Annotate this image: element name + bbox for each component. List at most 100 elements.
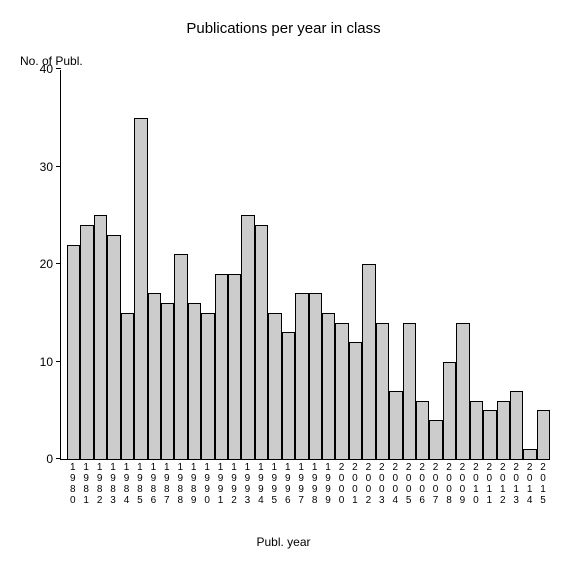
x-tick: 1 9 8 8 xyxy=(174,462,187,506)
chart-container: Publications per year in class No. of Pu… xyxy=(0,0,567,567)
bar xyxy=(362,264,375,459)
bar xyxy=(389,391,402,459)
x-tick-label: 1 9 9 3 xyxy=(243,462,251,506)
bar xyxy=(523,449,536,459)
x-tick-label: 1 9 8 6 xyxy=(149,462,157,506)
bar xyxy=(456,323,469,460)
x-tick-label: 2 0 1 0 xyxy=(472,462,480,506)
bar xyxy=(429,420,442,459)
y-tick-mark xyxy=(56,166,61,167)
plot-area: 010203040 xyxy=(60,70,550,460)
x-tick: 1 9 8 6 xyxy=(147,462,160,506)
x-tick-label: 1 9 9 8 xyxy=(311,462,319,506)
x-tick-label: 1 9 9 9 xyxy=(324,462,332,506)
x-tick-label: 1 9 9 2 xyxy=(230,462,238,506)
bar xyxy=(188,303,201,459)
bar xyxy=(376,323,389,460)
bar xyxy=(322,313,335,459)
x-tick-label: 1 9 9 1 xyxy=(217,462,225,506)
x-tick-label: 2 0 0 9 xyxy=(458,462,466,506)
x-tick: 2 0 0 5 xyxy=(402,462,415,506)
x-tick-label: 2 0 0 8 xyxy=(445,462,453,506)
x-tick: 1 9 8 5 xyxy=(133,462,146,506)
x-tick: 2 0 1 2 xyxy=(496,462,509,506)
x-ticks: 1 9 8 0 1 9 8 1 1 9 8 21 9 8 31 9 8 4 1 9 8… xyxy=(60,462,550,506)
x-tick: 1 9 9 9 xyxy=(321,462,334,506)
x-tick-label: 2 0 0 4 xyxy=(391,462,399,506)
bar xyxy=(282,332,295,459)
x-tick-label: 1 9 8 7 xyxy=(163,462,171,506)
bar xyxy=(67,245,80,460)
x-tick-label: 1 9 8 1 xyxy=(82,462,90,506)
x-tick: 1 9 9 6 xyxy=(281,462,294,506)
x-tick: 2 0 1 3 xyxy=(509,462,522,506)
x-tick: 2 0 1 4 xyxy=(523,462,536,506)
x-tick-label: 2 0 1 3 xyxy=(512,462,520,506)
x-tick: 2 0 0 6 xyxy=(415,462,428,506)
x-tick: 1 9 9 0 xyxy=(200,462,213,506)
bar xyxy=(295,293,308,459)
x-tick: 1 9 8 0 xyxy=(66,462,79,506)
y-tick-mark xyxy=(56,458,61,459)
x-tick: 1 9 9 4 xyxy=(254,462,267,506)
y-tick-mark xyxy=(56,68,61,69)
x-tick: 1 9 8 4 xyxy=(120,462,133,506)
x-tick: 1 9 9 5 xyxy=(268,462,281,506)
bar xyxy=(255,225,268,459)
bar xyxy=(268,313,281,459)
bar xyxy=(215,274,228,459)
y-tick-label: 0 xyxy=(23,452,61,466)
x-tick-label: 1 9 9 0 xyxy=(203,462,211,506)
bar xyxy=(148,293,161,459)
bar xyxy=(335,323,348,460)
x-tick-label: 2 0 0 3 xyxy=(378,462,386,506)
bar xyxy=(241,215,254,459)
x-tick: 2 0 0 9 xyxy=(456,462,469,506)
x-tick-label: 2 0 0 6 xyxy=(418,462,426,506)
x-tick-label: 2 0 0 0 xyxy=(337,462,345,506)
x-tick: 1 9 8 3 xyxy=(106,462,119,506)
x-tick: 1 9 9 7 xyxy=(294,462,307,506)
x-tick-label: 2 0 0 2 xyxy=(364,462,372,506)
x-tick-label: 2 0 1 4 xyxy=(526,462,534,506)
x-tick-label: 1 9 9 6 xyxy=(284,462,292,506)
x-tick: 1 9 9 1 xyxy=(214,462,227,506)
x-tick-label: 1 9 8 4 xyxy=(122,462,130,506)
x-tick-label: 1 9 8 5 xyxy=(136,462,144,506)
x-tick: 2 0 0 8 xyxy=(442,462,455,506)
x-tick: 1 9 9 2 xyxy=(227,462,240,506)
bar xyxy=(121,313,134,459)
bar xyxy=(483,410,496,459)
x-tick: 2 0 0 1 xyxy=(348,462,361,506)
x-tick: 2 0 0 3 xyxy=(375,462,388,506)
x-tick-label: 2 0 1 2 xyxy=(499,462,507,506)
bar xyxy=(497,401,510,460)
x-tick: 1 9 8 2 xyxy=(93,462,106,506)
bar xyxy=(403,323,416,460)
y-tick-label: 10 xyxy=(23,355,61,369)
x-tick-label: 2 0 0 1 xyxy=(351,462,359,506)
x-tick-label: 1 9 9 5 xyxy=(270,462,278,506)
x-tick-label: 2 0 0 5 xyxy=(405,462,413,506)
x-tick: 2 0 1 5 xyxy=(536,462,549,506)
bar xyxy=(174,254,187,459)
bar xyxy=(161,303,174,459)
x-tick-label: 1 9 8 2 xyxy=(96,462,104,506)
x-tick: 2 0 1 0 xyxy=(469,462,482,506)
x-tick: 1 9 8 1 xyxy=(79,462,92,506)
bar xyxy=(94,215,107,459)
x-tick-label: 1 9 9 4 xyxy=(257,462,265,506)
x-tick-label: 2 0 0 7 xyxy=(432,462,440,506)
x-tick: 1 9 8 9 xyxy=(187,462,200,506)
x-tick-label: 1 9 8 0 xyxy=(69,462,77,506)
y-tick-label: 30 xyxy=(23,160,61,174)
x-tick: 2 0 0 0 xyxy=(335,462,348,506)
x-tick: 2 0 1 1 xyxy=(483,462,496,506)
bar xyxy=(309,293,322,459)
y-tick-mark xyxy=(56,263,61,264)
y-tick-label: 40 xyxy=(23,62,61,76)
bar xyxy=(107,235,120,459)
bar xyxy=(349,342,362,459)
bar xyxy=(443,362,456,460)
x-tick: 2 0 0 2 xyxy=(362,462,375,506)
